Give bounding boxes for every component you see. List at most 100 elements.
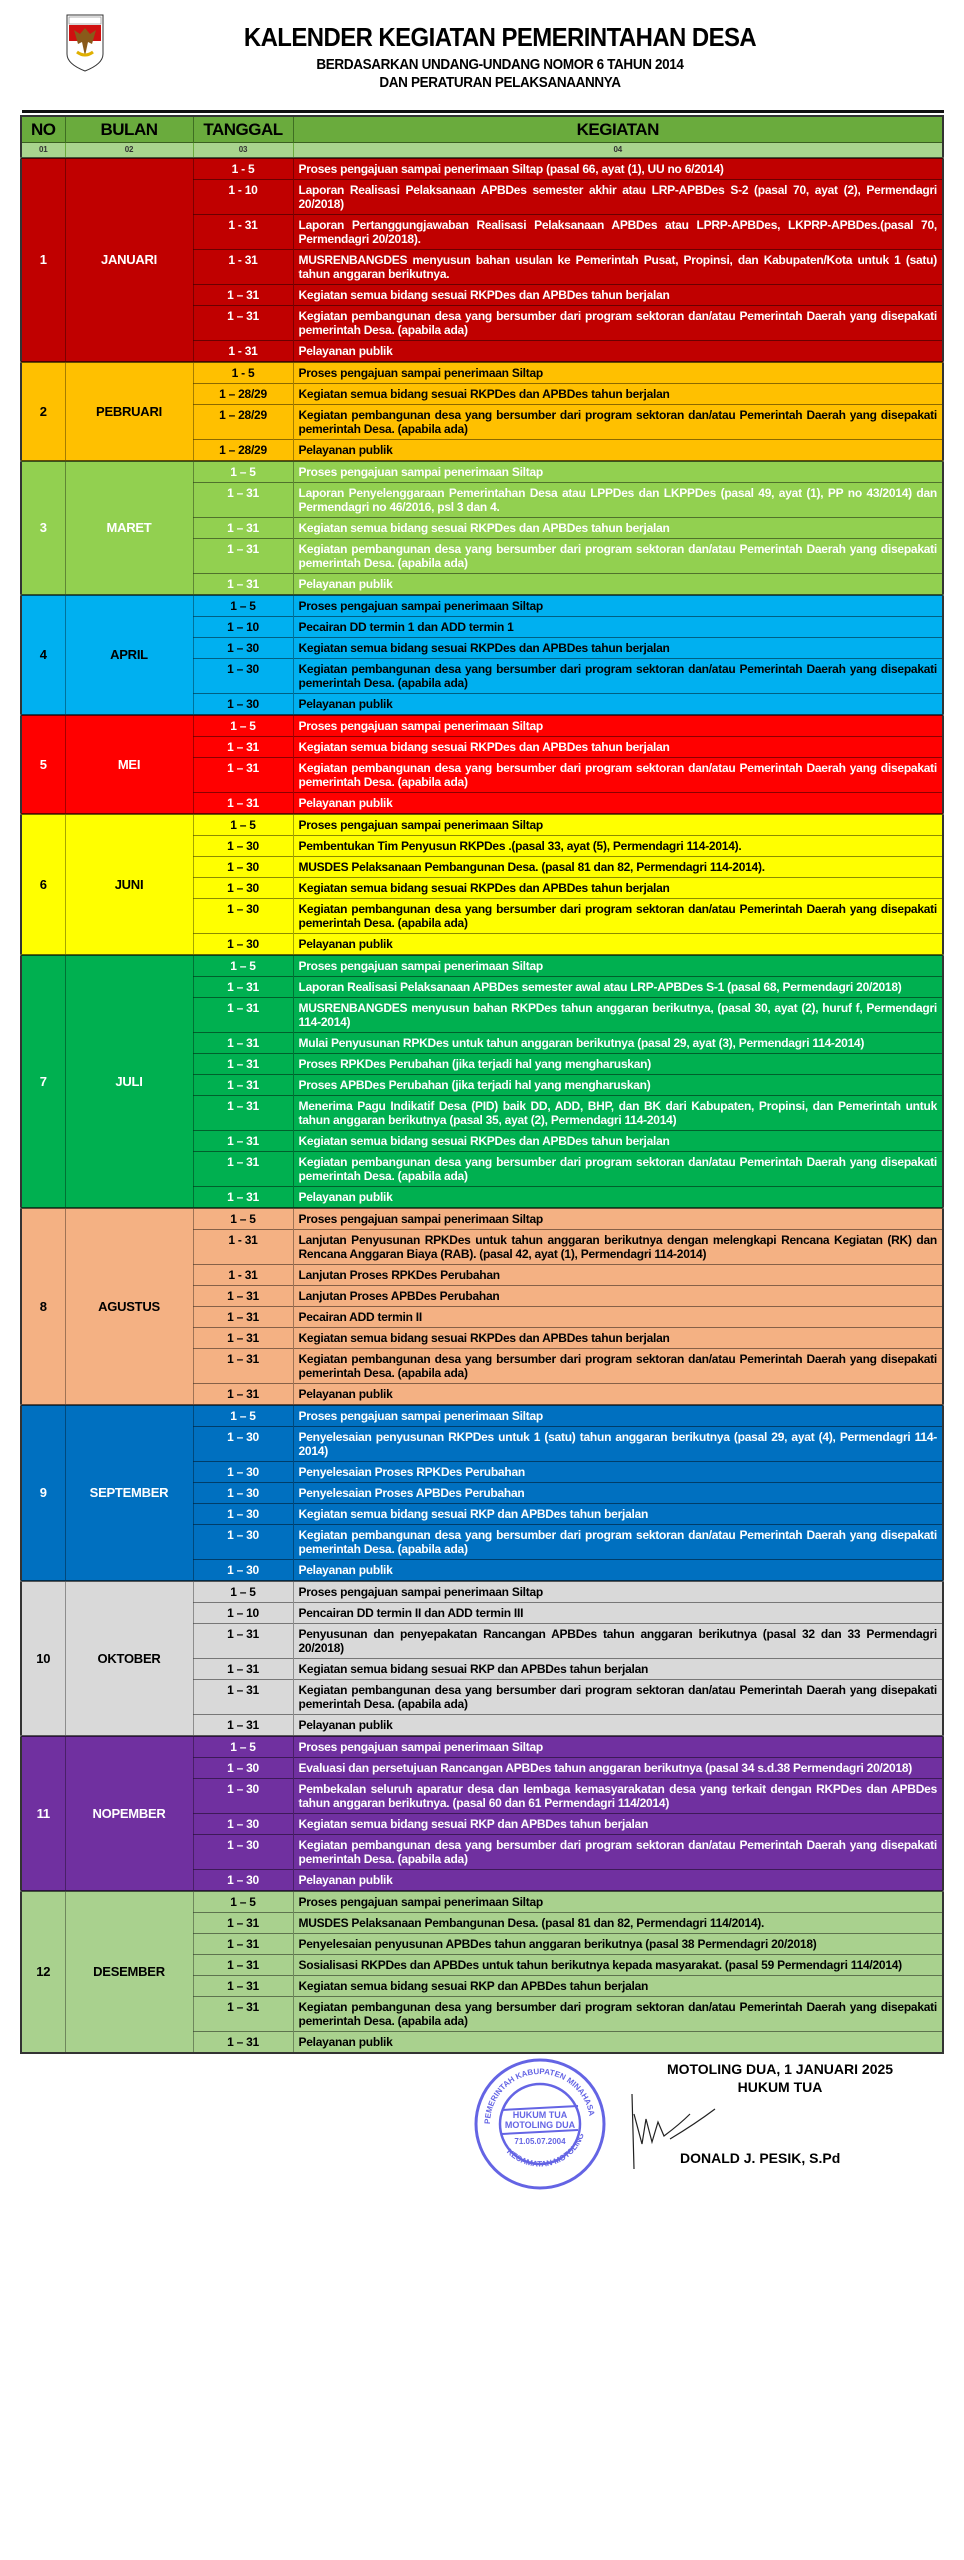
activity-date: 1 – 5	[193, 714, 294, 737]
activity-description: Pelayanan publik	[293, 1559, 944, 1581]
table-row: 1 - 31 Lanjutan Proses RPKDes Perubahan	[21, 1264, 944, 1286]
activity-date: 1 – 31	[193, 1053, 294, 1075]
table-row: 1 – 31 Kegiatan semua bidang sesuai RKP d…	[21, 1975, 944, 1997]
table-row: 10 OKTOBER 1 – 5 Proses pengajuan sampai pe…	[21, 1580, 944, 1736]
activity-date: 1 – 31	[193, 2031, 294, 2053]
activity-description: Proses pengajuan sampai penerimaan Silta…	[293, 714, 944, 737]
activity-date: 1 – 31	[193, 517, 294, 539]
activity-date: 1 – 5	[193, 1404, 294, 1427]
table-row: 1 – 31 Kegiatan semua bidang sesuai RKPDe…	[21, 736, 944, 758]
activity-description: Pecairan ADD termin II	[293, 1306, 944, 1328]
column-number: 01	[21, 142, 66, 158]
activity-date: 1 – 30	[193, 835, 294, 857]
activity-date: 1 – 30	[193, 1503, 294, 1525]
activity-date: 1 – 31	[193, 792, 294, 814]
table-row: 1 – 10 Pecairan DD termin 1 dan ADD termi…	[21, 616, 944, 638]
month-number: 8	[21, 1207, 66, 1405]
activity-description: Proses pengajuan sampai penerimaan Silta…	[293, 954, 944, 977]
activity-date: 1 - 31	[193, 1264, 294, 1286]
table-row: 1 – 30 Pembentukan Tim Penyusun RKPDes .(…	[21, 835, 944, 857]
activity-description: Proses RPKDes Perubahan (jika terjadi ha…	[293, 1053, 944, 1075]
activity-date: 1 – 30	[193, 856, 294, 878]
activity-date: 1 – 5	[193, 1580, 294, 1603]
activity-description: Kegiatan semua bidang sesuai RKPDes dan …	[293, 1327, 944, 1349]
activity-date: 1 – 5	[193, 1890, 294, 1913]
activity-description: Pelayanan publik	[293, 933, 944, 955]
activity-date: 1 – 5	[193, 954, 294, 977]
table-row: 2 PEBRUARI 1 - 5 Proses pengajuan sampai pe…	[21, 361, 944, 461]
document-header: KALENDER KEGIATAN PEMERINTAHAN DESA BERD…	[180, 22, 820, 91]
activity-date: 1 – 30	[193, 1757, 294, 1779]
activity-date: 1 - 10	[193, 179, 294, 215]
table-row: 1 – 31 Pelayanan publik	[21, 1714, 944, 1736]
activity-date: 1 – 28/29	[193, 439, 294, 461]
svg-text:HUKUM TUA: HUKUM TUA	[513, 2110, 568, 2120]
activity-description: Menerima Pagu Indikatif Desa (PID) baik …	[293, 1095, 944, 1131]
activity-description: Pelayanan publik	[293, 792, 944, 814]
activity-description: Kegiatan pembangunan desa yang bersumber…	[293, 898, 944, 934]
activity-date: 1 – 28/29	[193, 404, 294, 440]
activity-date: 1 – 31	[193, 284, 294, 306]
activity-date: 1 – 31	[193, 1623, 294, 1659]
activity-description: Lanjutan Penyusunan RPKDes untuk tahun a…	[293, 1229, 944, 1265]
activity-description: MUSDES Pelaksanaan Pembangunan Desa. (pa…	[293, 1912, 944, 1934]
activity-date: 1 – 31	[193, 757, 294, 793]
activity-description: Pelayanan publik	[293, 1383, 944, 1405]
column-number: 02	[65, 142, 194, 158]
activity-date: 1 – 30	[193, 1778, 294, 1814]
table-row: 1 – 30 Penyelesaian Proses RPKDes Perubah…	[21, 1461, 944, 1483]
activity-date: 1 - 31	[193, 249, 294, 285]
activity-description: Kegiatan semua bidang sesuai RKP dan APB…	[293, 1813, 944, 1835]
activity-date: 1 – 31	[193, 305, 294, 341]
activity-date: 1 – 30	[193, 637, 294, 659]
activity-description: Kegiatan semua bidang sesuai RKP dan APB…	[293, 1503, 944, 1525]
activity-date: 1 - 31	[193, 1229, 294, 1265]
activity-date: 1 – 31	[193, 1933, 294, 1955]
activity-description: Kegiatan pembangunan desa yang bersumber…	[293, 305, 944, 341]
activity-description: Kegiatan semua bidang sesuai RKPDes dan …	[293, 877, 944, 899]
activity-date: 1 – 5	[193, 1207, 294, 1230]
month-name: APRIL	[65, 594, 194, 715]
activity-date: 1 – 5	[193, 460, 294, 483]
activity-date: 1 – 31	[193, 1285, 294, 1307]
activity-description: Penyusunan dan penyepakatan Rancangan AP…	[293, 1623, 944, 1659]
table-row: 7 JULI 1 – 5 Proses pengajuan sampai peneri…	[21, 954, 944, 1208]
table-row: 1 – 31 Penyusunan dan penyepakatan Rancan…	[21, 1623, 944, 1659]
month-number: 5	[21, 714, 66, 814]
activity-date: 1 – 31	[193, 1383, 294, 1405]
activity-description: Proses pengajuan sampai penerimaan Silta…	[293, 1404, 944, 1427]
month-number: 10	[21, 1580, 66, 1736]
table-row: 6 JUNI 1 – 5 Proses pengajuan sampai peneri…	[21, 813, 944, 955]
activity-description: Kegiatan pembangunan desa yang bersumber…	[293, 1834, 944, 1870]
activity-description: Kegiatan pembangunan desa yang bersumber…	[293, 1348, 944, 1384]
table-row: 1 – 31 Proses APBDes Perubahan (jika terj…	[21, 1074, 944, 1096]
table-row: 1 – 30 Kegiatan semua bidang sesuai RKP d…	[21, 1813, 944, 1835]
activity-description: Kegiatan pembangunan desa yang bersumber…	[293, 658, 944, 694]
month-number: 2	[21, 361, 66, 461]
activity-date: 1 – 5	[193, 594, 294, 617]
table-row: 1 – 31 Pelayanan publik	[21, 1186, 944, 1208]
activity-date: 1 – 30	[193, 877, 294, 899]
table-row: 1 – 30 Kegiatan semua bidang sesuai RKPDe…	[21, 877, 944, 899]
month-name: MARET	[65, 460, 194, 595]
svg-text:MOTOLING DUA: MOTOLING DUA	[505, 2120, 576, 2130]
activity-date: 1 – 10	[193, 616, 294, 638]
document-title: KALENDER KEGIATAN PEMERINTAHAN DESA	[243, 22, 757, 52]
activity-description: Pelayanan publik	[293, 573, 944, 595]
table-row: 1 – 31 Lanjutan Proses APBDes Perubahan	[21, 1285, 944, 1307]
month-name: JULI	[65, 954, 194, 1208]
activity-description: Laporan Pertanggungjawaban Realisasi Pel…	[293, 214, 944, 250]
activity-description: Kegiatan pembangunan desa yang bersumber…	[293, 1679, 944, 1715]
activity-description: Laporan Penyelenggaraan Pemerintahan Des…	[293, 482, 944, 518]
table-row: 1 - 31 Pelayanan publik	[21, 340, 944, 362]
activity-description: MUSRENBANGDES menyusun bahan usulan ke P…	[293, 249, 944, 285]
activity-description: Kegiatan semua bidang sesuai RKPDes dan …	[293, 284, 944, 306]
table-row: 1 – 31 Kegiatan semua bidang sesuai RKPDe…	[21, 1327, 944, 1349]
activity-description: Pelayanan publik	[293, 1869, 944, 1891]
signature-block: MOTOLING DUA, 1 JANUARI 2025 HUKUM TUA	[620, 2060, 940, 2096]
table-row: 1 – 31 Pelayanan publik	[21, 1383, 944, 1405]
table-body: 1 JANUARI 1 - 5 Proses pengajuan sampai pen…	[21, 157, 944, 2053]
activity-description: Kegiatan semua bidang sesuai RKPDes dan …	[293, 1130, 944, 1152]
activity-description: Kegiatan semua bidang sesuai RKP dan APB…	[293, 1658, 944, 1680]
month-number: 12	[21, 1890, 66, 2053]
